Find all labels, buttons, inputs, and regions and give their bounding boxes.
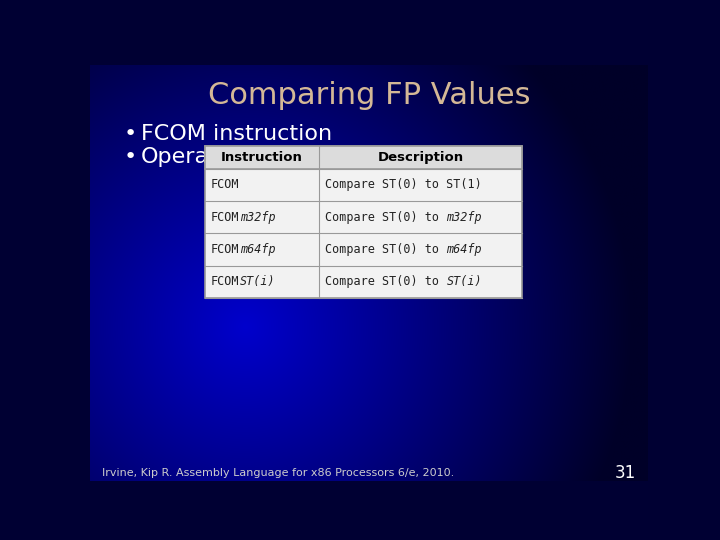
Bar <box>204 146 523 168</box>
Text: m32fp: m32fp <box>446 211 482 224</box>
Text: •: • <box>124 147 137 167</box>
Text: m32fp: m32fp <box>240 211 276 224</box>
Text: FCOM: FCOM <box>211 275 239 288</box>
Text: FCOM: FCOM <box>211 243 239 256</box>
Text: ST(i): ST(i) <box>446 275 482 288</box>
Text: FCOM instruction: FCOM instruction <box>141 124 332 144</box>
Text: Irvine, Kip R. Assembly Language for x86 Processors 6/e, 2010.: Irvine, Kip R. Assembly Language for x86… <box>102 468 454 478</box>
Text: Description: Description <box>378 151 464 164</box>
Text: FCOM: FCOM <box>211 178 239 191</box>
Text: Instruction: Instruction <box>221 151 303 164</box>
Text: ST(i): ST(i) <box>240 275 276 288</box>
Text: •: • <box>124 124 137 144</box>
Text: Operands:: Operands: <box>141 147 256 167</box>
Text: m64fp: m64fp <box>240 243 276 256</box>
Text: Comparing FP Values: Comparing FP Values <box>208 81 530 110</box>
Text: Compare ST(0) to ST(1): Compare ST(0) to ST(1) <box>325 178 482 191</box>
Bar <box>204 146 523 298</box>
Text: 31: 31 <box>615 464 636 482</box>
Text: Compare ST(0) to: Compare ST(0) to <box>325 211 446 224</box>
Text: m64fp: m64fp <box>446 243 482 256</box>
Text: FCOM: FCOM <box>211 211 239 224</box>
Text: Compare ST(0) to: Compare ST(0) to <box>325 275 446 288</box>
Text: Compare ST(0) to: Compare ST(0) to <box>325 243 446 256</box>
